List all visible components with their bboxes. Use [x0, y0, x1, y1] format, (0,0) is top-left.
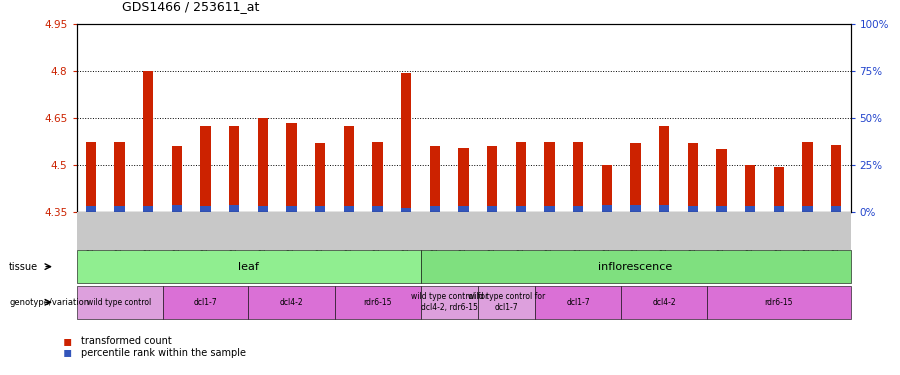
- Bar: [832, 145, 842, 212]
- Bar: [573, 141, 583, 212]
- Bar: [201, 206, 211, 212]
- Bar: [716, 149, 726, 212]
- Bar: [143, 71, 153, 212]
- Bar: [544, 141, 554, 212]
- Bar: [745, 206, 755, 212]
- Bar: [230, 126, 239, 212]
- Text: dcl4-2: dcl4-2: [280, 298, 303, 307]
- Bar: [688, 143, 698, 212]
- Bar: [286, 123, 296, 212]
- Bar: [401, 208, 411, 212]
- Text: tissue: tissue: [9, 262, 38, 272]
- Bar: [373, 141, 382, 212]
- Text: wild type control for
dcl4-2, rdr6-15: wild type control for dcl4-2, rdr6-15: [410, 292, 488, 312]
- Bar: [803, 141, 813, 212]
- Bar: [401, 73, 411, 212]
- Text: wild type control: wild type control: [87, 298, 151, 307]
- Text: rdr6-15: rdr6-15: [364, 298, 392, 307]
- Bar: [631, 143, 641, 212]
- Bar: [114, 141, 124, 212]
- Bar: [315, 206, 325, 212]
- Text: percentile rank within the sample: percentile rank within the sample: [81, 348, 246, 357]
- Bar: [516, 206, 526, 212]
- Bar: [344, 126, 354, 212]
- Bar: [602, 165, 612, 212]
- Bar: [803, 206, 813, 212]
- Bar: [516, 141, 526, 212]
- Bar: [430, 146, 440, 212]
- Bar: [659, 126, 670, 212]
- Bar: [659, 205, 670, 212]
- Bar: [458, 206, 469, 212]
- Bar: [774, 206, 784, 212]
- Bar: [716, 206, 726, 212]
- Text: ▪: ▪: [63, 345, 72, 360]
- Text: dcl4-2: dcl4-2: [652, 298, 676, 307]
- Text: dcl1-7: dcl1-7: [566, 298, 590, 307]
- Bar: [143, 206, 153, 212]
- Bar: [688, 206, 698, 212]
- Bar: [487, 206, 497, 212]
- Text: inflorescence: inflorescence: [598, 262, 672, 272]
- Bar: [286, 206, 296, 212]
- Bar: [257, 206, 268, 212]
- Bar: [86, 206, 95, 212]
- Bar: [172, 205, 182, 212]
- Bar: [86, 141, 95, 212]
- Bar: [602, 205, 612, 212]
- Text: leaf: leaf: [238, 262, 259, 272]
- Bar: [774, 166, 784, 212]
- Bar: [114, 206, 124, 212]
- Bar: [230, 205, 239, 212]
- Text: wild type control for
dcl1-7: wild type control for dcl1-7: [468, 292, 545, 312]
- Bar: [458, 148, 469, 212]
- Bar: [430, 206, 440, 212]
- Text: transformed count: transformed count: [81, 336, 172, 346]
- Bar: [544, 206, 554, 212]
- Bar: [487, 146, 497, 212]
- Text: ▪: ▪: [63, 334, 72, 348]
- Bar: [172, 146, 182, 212]
- Bar: [832, 206, 842, 212]
- Text: GDS1466 / 253611_at: GDS1466 / 253611_at: [122, 0, 259, 13]
- Text: rdr6-15: rdr6-15: [765, 298, 793, 307]
- Bar: [745, 165, 755, 212]
- Bar: [257, 118, 268, 212]
- Text: genotype/variation: genotype/variation: [9, 298, 89, 307]
- Bar: [344, 206, 354, 212]
- Text: dcl1-7: dcl1-7: [194, 298, 217, 307]
- Bar: [315, 143, 325, 212]
- Bar: [631, 205, 641, 212]
- Bar: [573, 206, 583, 212]
- Bar: [373, 206, 382, 212]
- Bar: [201, 126, 211, 212]
